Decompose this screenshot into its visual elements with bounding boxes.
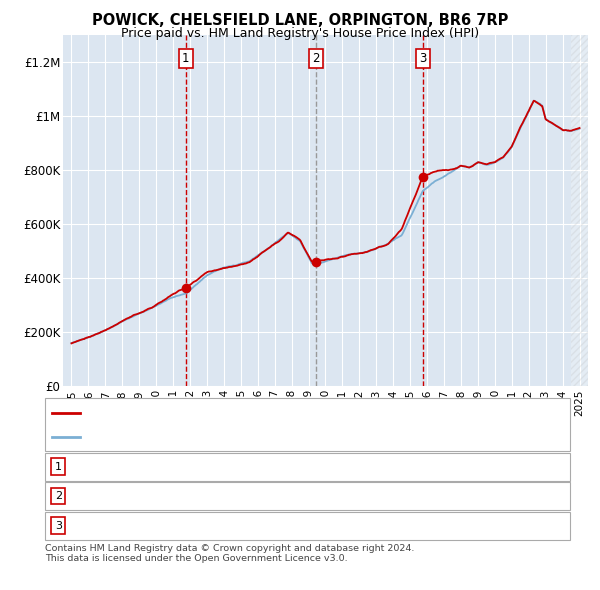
Text: 3: 3 xyxy=(419,52,426,65)
Text: 04-OCT-2001: 04-OCT-2001 xyxy=(90,460,167,473)
Text: Price paid vs. HM Land Registry's House Price Index (HPI): Price paid vs. HM Land Registry's House … xyxy=(121,27,479,40)
Text: 12-JUN-2009: 12-JUN-2009 xyxy=(90,490,165,503)
Text: Contains HM Land Registry data © Crown copyright and database right 2024.
This d: Contains HM Land Registry data © Crown c… xyxy=(45,544,415,563)
Text: 25-SEP-2015: 25-SEP-2015 xyxy=(90,519,165,532)
Bar xyxy=(571,35,596,386)
Text: POWICK, CHELSFIELD LANE, ORPINGTON, BR6 7RP (detached house): POWICK, CHELSFIELD LANE, ORPINGTON, BR6 … xyxy=(84,408,460,418)
Text: 3% ↑ HPI: 3% ↑ HPI xyxy=(393,460,448,473)
Text: £775,000: £775,000 xyxy=(273,519,329,532)
Text: POWICK, CHELSFIELD LANE, ORPINGTON, BR6 7RP: POWICK, CHELSFIELD LANE, ORPINGTON, BR6 … xyxy=(92,13,508,28)
Text: ≈ HPI: ≈ HPI xyxy=(393,519,426,532)
Text: 2: 2 xyxy=(312,52,320,65)
Text: £365,000: £365,000 xyxy=(273,460,329,473)
Text: £460,000: £460,000 xyxy=(273,490,329,503)
Text: 3: 3 xyxy=(55,521,62,530)
Text: 2: 2 xyxy=(55,491,62,501)
Text: 3% ↓ HPI: 3% ↓ HPI xyxy=(393,490,448,503)
Text: HPI: Average price, detached house, Bromley: HPI: Average price, detached house, Brom… xyxy=(84,432,332,442)
Text: 1: 1 xyxy=(182,52,190,65)
Text: 1: 1 xyxy=(55,462,62,471)
